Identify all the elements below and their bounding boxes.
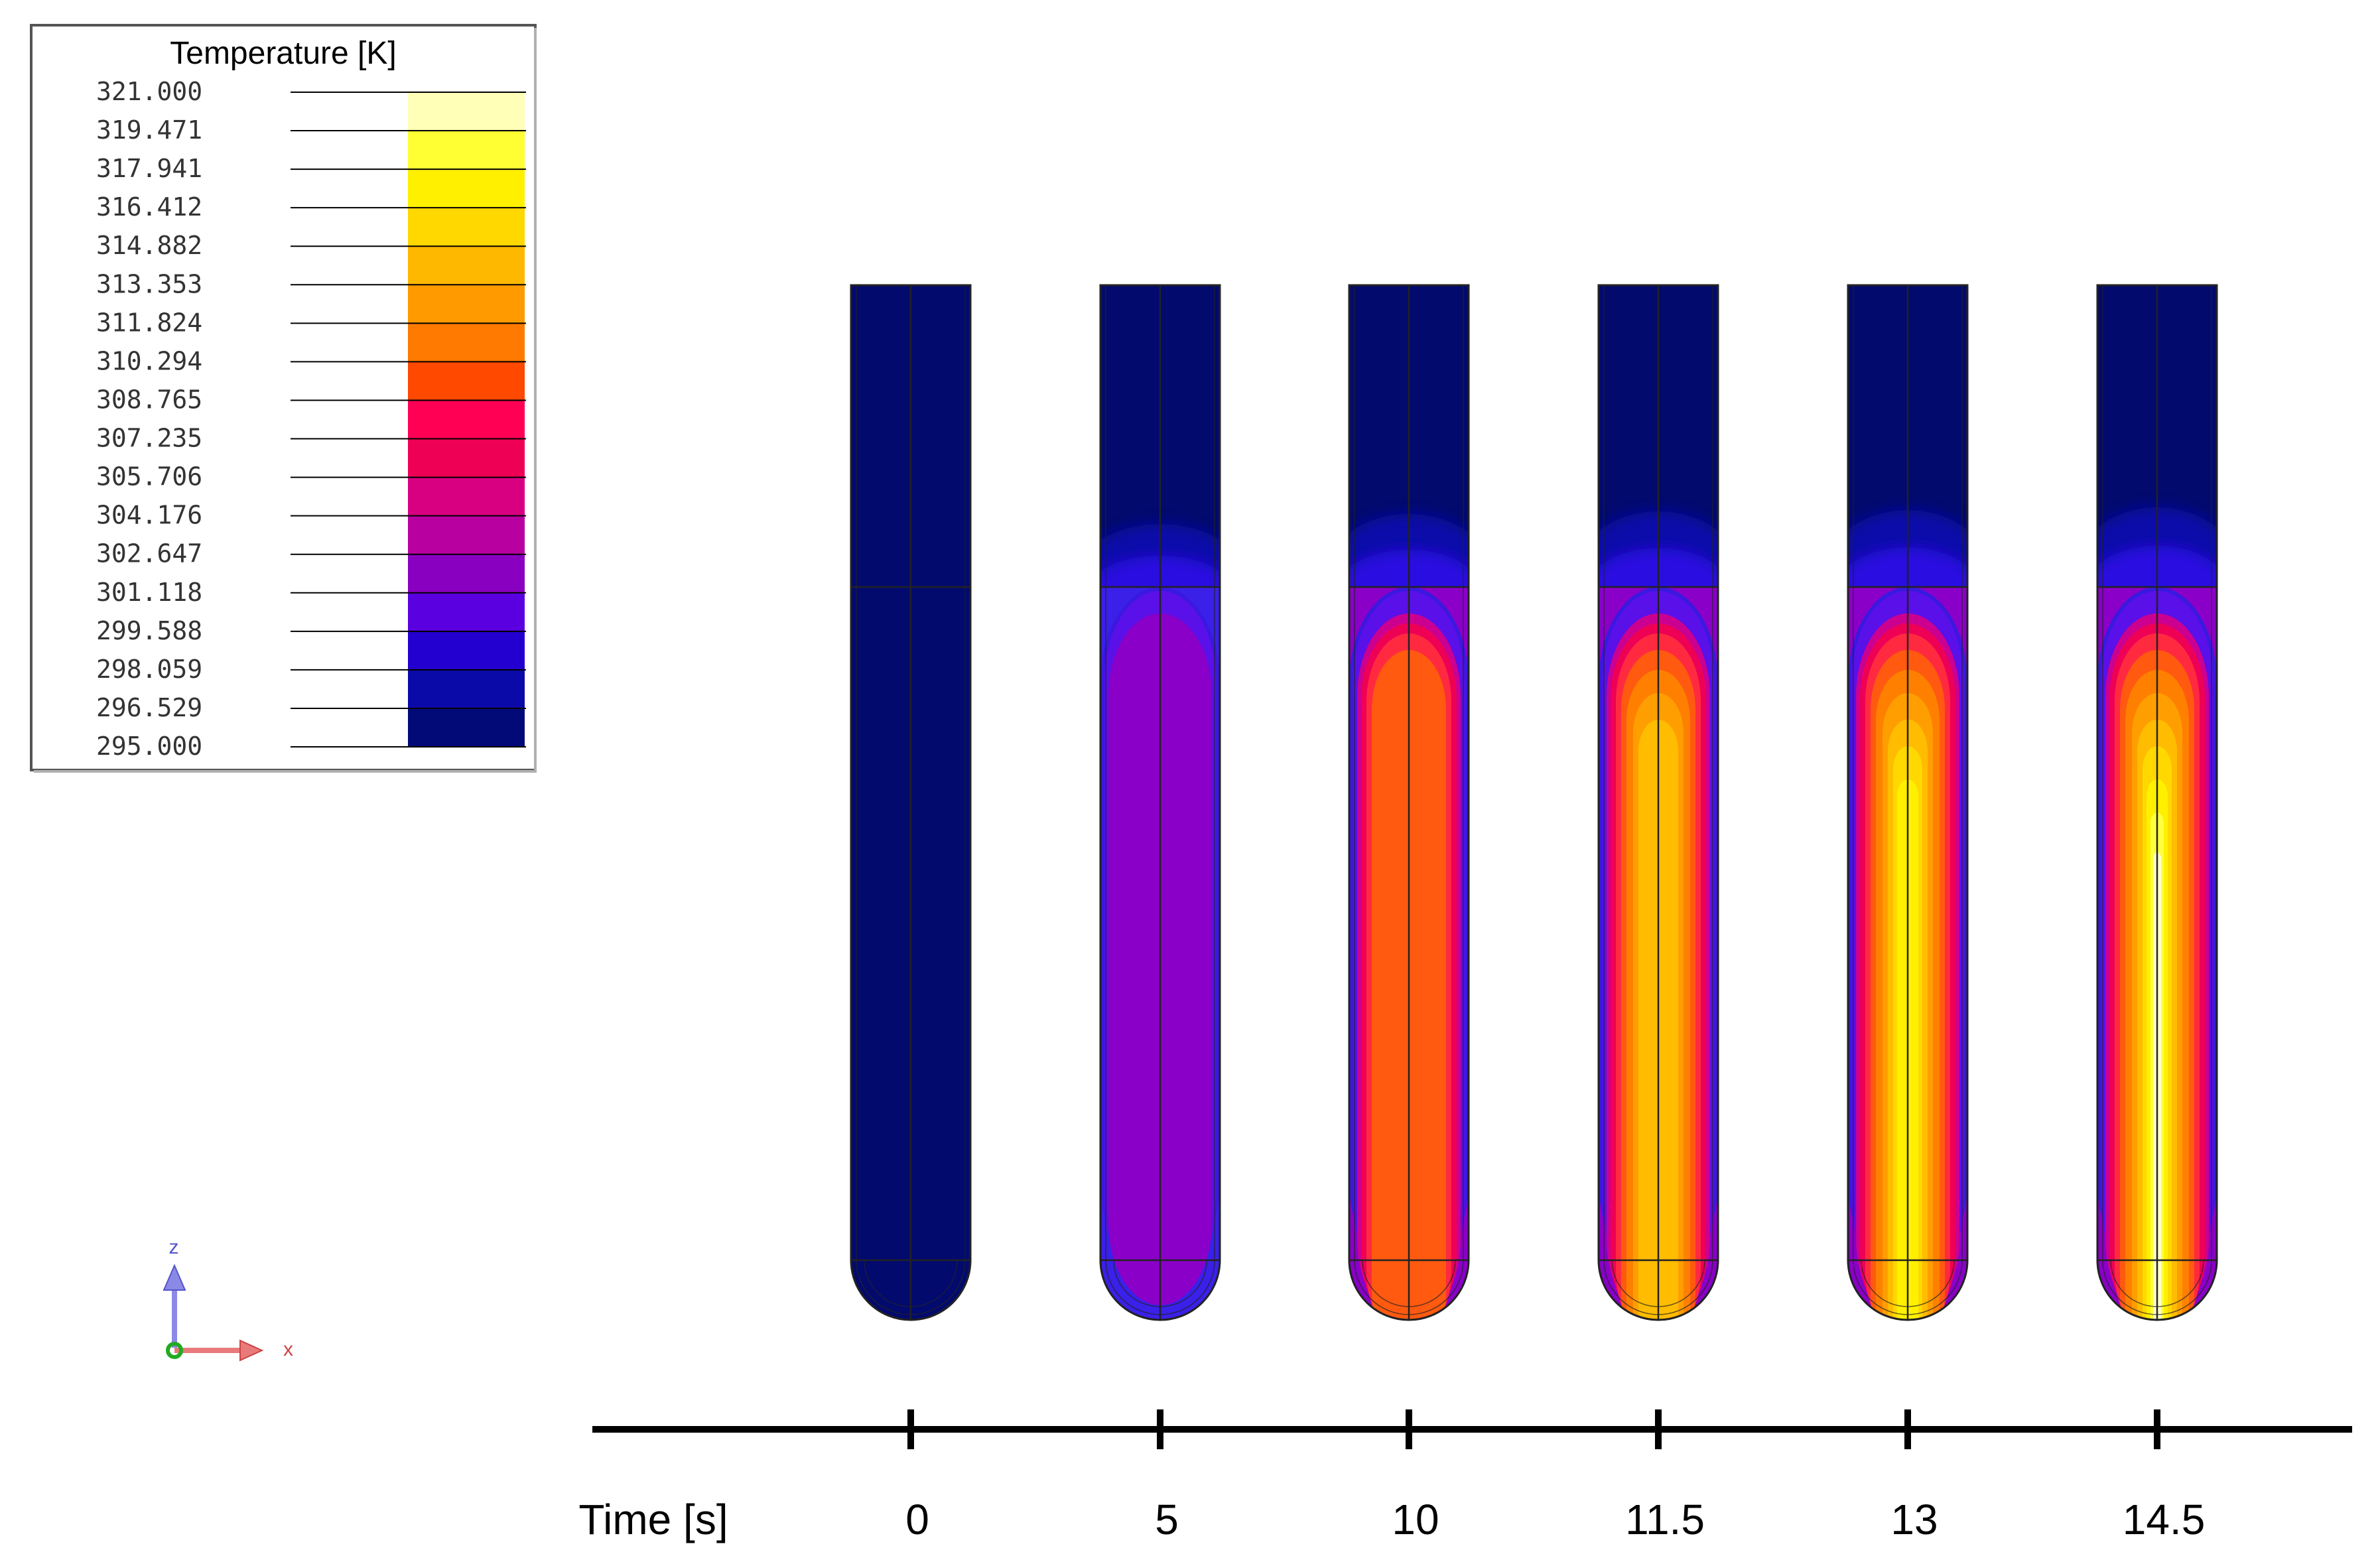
legend-title: Temperature [K] (170, 36, 396, 71)
legend-band (408, 477, 525, 517)
legend-band (408, 669, 525, 709)
legend-band (408, 438, 525, 478)
x-arrow-icon (239, 1339, 264, 1362)
legend-color-bar (408, 92, 525, 748)
time-tick-label: 10 (1392, 1496, 1439, 1543)
time-tick-label: 11.5 (1625, 1496, 1705, 1543)
time-tick-label: 14.5 (2123, 1496, 2206, 1543)
legend-value: 314.882 (96, 231, 202, 260)
legend-value: 316.412 (96, 192, 202, 222)
legend-value: 308.765 (96, 385, 202, 414)
legend-value: 296.529 (96, 693, 202, 722)
legend-band (408, 708, 525, 748)
legend-value: 307.235 (96, 424, 202, 453)
legend-value: 311.824 (96, 308, 202, 337)
time-axis-label: Time [s] (578, 1496, 728, 1543)
test-tube (1597, 284, 1719, 1321)
z-arrow-icon (163, 1264, 186, 1291)
legend-band (408, 131, 525, 170)
legend-band (408, 323, 525, 362)
legend-band (408, 361, 525, 401)
legend-value: 299.588 (96, 616, 202, 645)
legend-value: 321.000 (96, 77, 202, 106)
test-tube (2096, 284, 2218, 1321)
legend-band (408, 92, 525, 131)
test-tube (850, 284, 972, 1321)
axes-indicator: z x (163, 1236, 293, 1362)
test-tube (1099, 284, 1221, 1321)
legend-value: 295.000 (96, 732, 202, 761)
x-axis-label: x (283, 1338, 293, 1360)
legend-value: 313.353 (96, 269, 202, 298)
legend-value: 305.706 (96, 462, 202, 491)
legend-band (408, 554, 525, 594)
legend-value: 310.294 (96, 346, 202, 375)
legend-band (408, 285, 525, 324)
legend-band (408, 208, 525, 247)
legend-value: 319.471 (96, 115, 202, 145)
legend-value: 317.941 (96, 154, 202, 183)
time-tick-label: 5 (1155, 1496, 1179, 1543)
legend-band (408, 592, 525, 632)
legend-band (408, 246, 525, 285)
test-tube (1348, 284, 1470, 1321)
time-ticks: 0 5 10 11.5 13 14.5 (905, 1409, 2205, 1543)
time-tick-label: 0 (905, 1496, 929, 1543)
legend-band (408, 515, 525, 555)
legend-value: 301.118 (96, 578, 202, 607)
z-axis-label: z (169, 1236, 179, 1258)
legend-band (408, 169, 525, 208)
temperature-legend: Temperature [K] 321.000 319.471 317.941 316… (30, 24, 537, 773)
time-tick-label: 13 (1890, 1496, 1938, 1543)
legend-band (408, 400, 525, 440)
legend-value: 298.059 (96, 655, 202, 684)
origin-dot-icon (166, 1342, 183, 1359)
test-tubes (850, 284, 2218, 1321)
test-tube (1847, 284, 1969, 1321)
legend-rows: 321.000 319.471 317.941 316.412 314.882 313.3… (96, 77, 526, 761)
time-axis: Time [s] 0 5 10 11.5 13 14.5 (578, 1409, 2352, 1543)
legend-value: 304.176 (96, 501, 202, 530)
legend-band (408, 631, 525, 671)
legend-value: 302.647 (96, 539, 202, 568)
